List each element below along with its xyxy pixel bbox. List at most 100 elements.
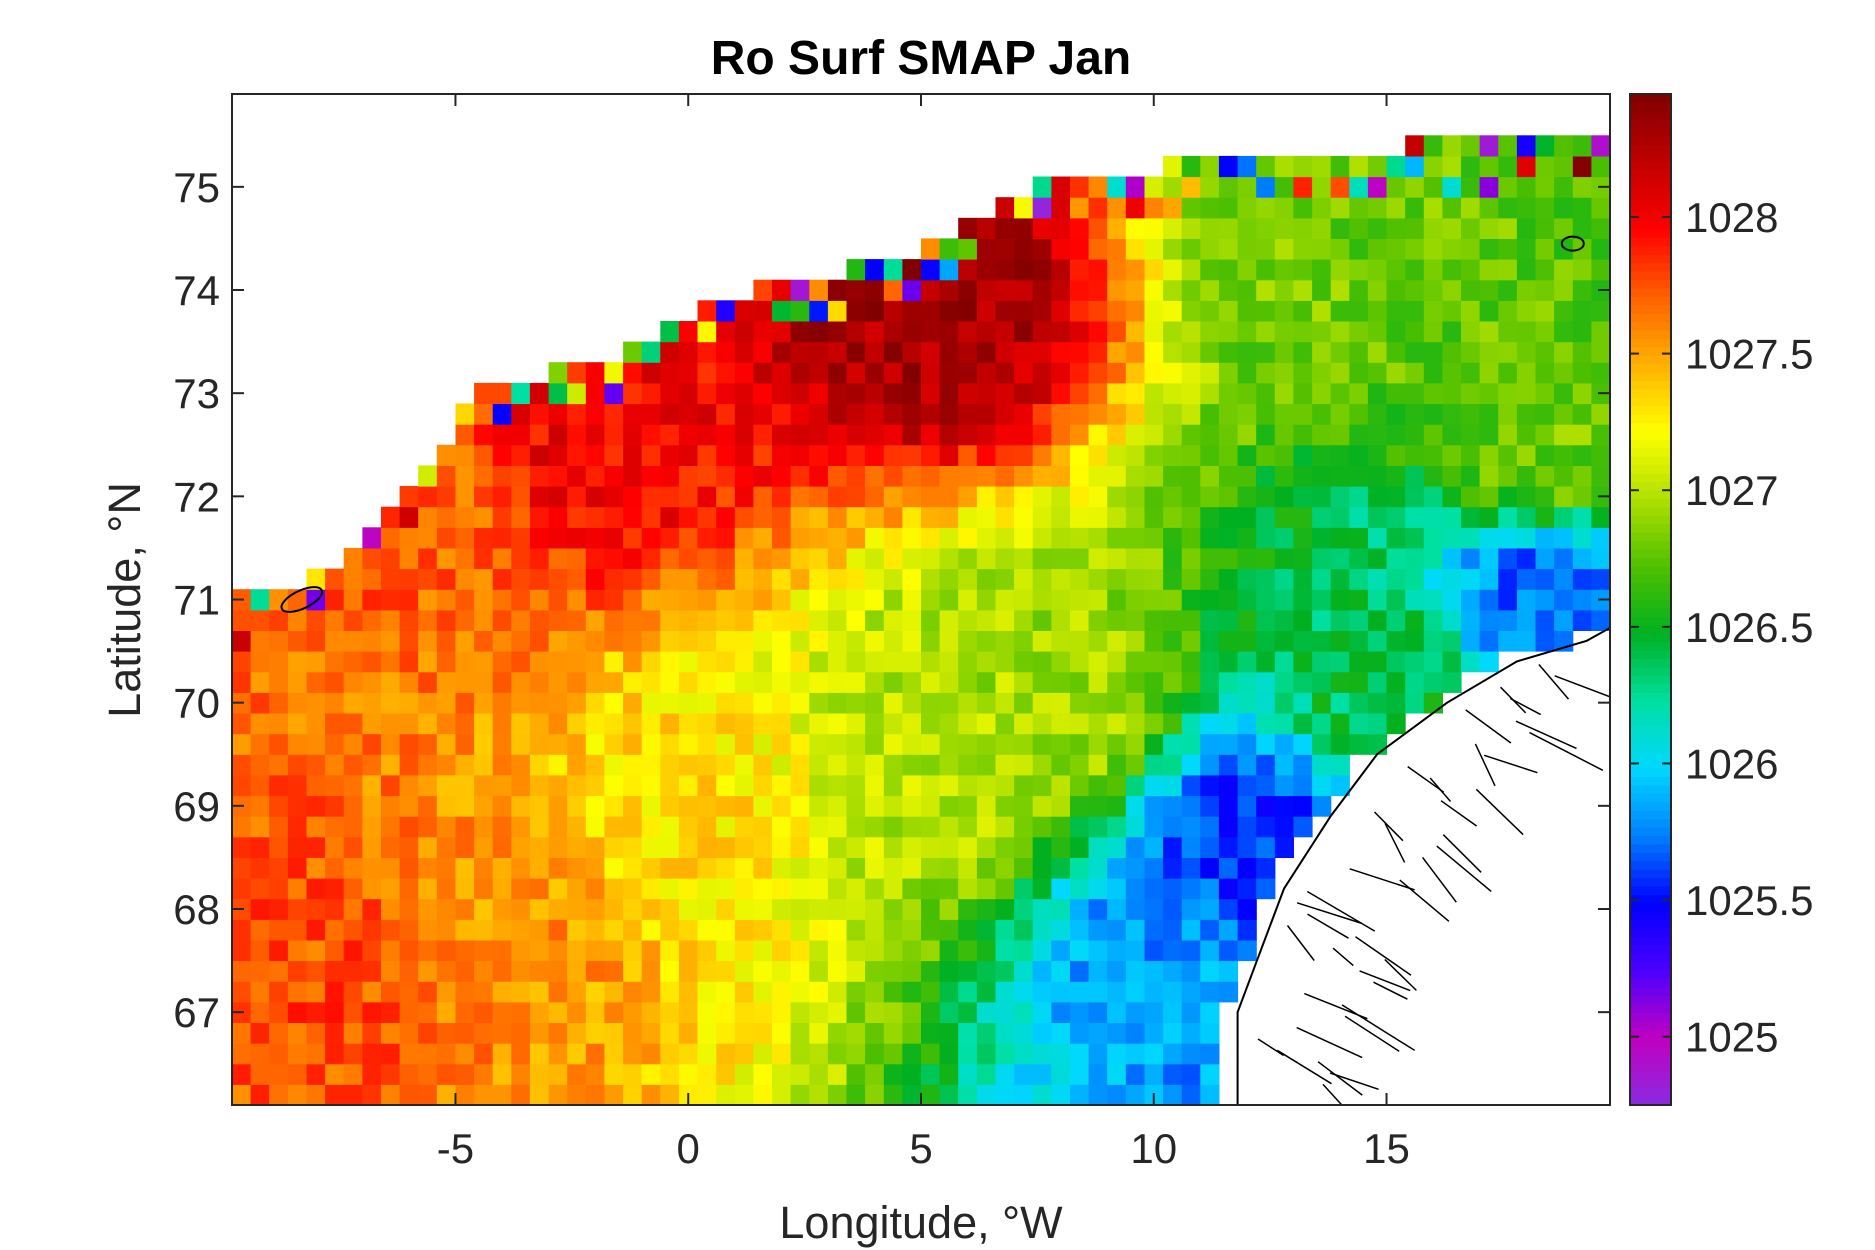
heatmap-cell — [1088, 403, 1108, 425]
heatmap-cell — [1423, 403, 1443, 425]
colorbar-segment — [1630, 388, 1671, 398]
heatmap-cell — [846, 898, 866, 920]
heatmap-cell — [1516, 486, 1537, 508]
heatmap-cell — [306, 857, 326, 879]
heatmap-cell — [306, 836, 326, 858]
heatmap-cell — [567, 1084, 587, 1105]
heatmap-cell — [976, 589, 997, 611]
heatmap-cell — [958, 836, 978, 858]
heatmap-cell — [827, 382, 848, 405]
heatmap-cell — [697, 960, 717, 982]
heatmap-cell — [418, 898, 438, 920]
heatmap-cell — [921, 836, 941, 858]
heatmap-cell — [1386, 424, 1406, 446]
heatmap-cell — [958, 547, 978, 570]
heatmap-cell — [1237, 919, 1257, 941]
heatmap-cell — [865, 382, 885, 405]
heatmap-cell — [1591, 568, 1610, 590]
heatmap-cell — [362, 774, 382, 797]
heatmap-cell — [1051, 692, 1071, 714]
heatmap-cell — [287, 919, 308, 941]
heatmap-cell — [1349, 197, 1369, 219]
heatmap-cell — [1535, 279, 1555, 301]
heatmap-cell — [474, 486, 494, 508]
heatmap-cell — [753, 1043, 773, 1065]
colorbar-segment — [1630, 355, 1671, 365]
heatmap-cell — [1032, 568, 1052, 590]
colorbar-segment — [1630, 717, 1671, 727]
heatmap-cell — [846, 1043, 866, 1065]
heatmap-cell — [1181, 774, 1201, 797]
colorbar-segment — [1630, 961, 1671, 971]
heatmap-cell — [958, 816, 978, 838]
colorbar-segment — [1630, 557, 1671, 567]
heatmap-cell — [1461, 527, 1481, 549]
heatmap-cell — [362, 713, 382, 735]
heatmap-cell — [399, 506, 419, 528]
heatmap-cell — [1107, 382, 1127, 405]
heatmap-cell — [325, 589, 345, 611]
heatmap-cell — [809, 424, 829, 446]
heatmap-cell — [1461, 651, 1481, 673]
heatmap-cell — [1181, 651, 1201, 673]
heatmap-cell — [1349, 382, 1369, 405]
heatmap-cell — [1554, 589, 1574, 611]
heatmap-cell — [623, 382, 643, 405]
heatmap-cell — [1070, 1084, 1090, 1105]
colorbar-segment — [1630, 304, 1671, 314]
heatmap-cell — [809, 444, 829, 466]
heatmap-cell — [567, 589, 587, 611]
colorbar-segment — [1630, 734, 1671, 744]
heatmap-cell — [474, 568, 494, 590]
heatmap-cell — [1237, 568, 1257, 590]
heatmap-cell — [529, 486, 550, 508]
heatmap-cell — [1442, 403, 1462, 425]
heatmap-cell — [958, 733, 978, 755]
heatmap-cell — [287, 857, 308, 879]
heatmap-cell — [995, 382, 1015, 405]
heatmap-cell — [865, 1001, 885, 1023]
fjord-line — [1509, 697, 1542, 716]
heatmap-cell — [492, 898, 512, 920]
heatmap-cell — [678, 444, 699, 466]
fjord-line — [1359, 970, 1411, 992]
heatmap-cell — [827, 403, 848, 425]
heatmap-cell — [772, 733, 792, 755]
heatmap-cell — [1461, 155, 1481, 178]
heatmap-cell — [660, 651, 680, 673]
heatmap-cell — [1256, 403, 1276, 425]
heatmap-cell — [641, 424, 661, 446]
heatmap-cell — [1554, 321, 1574, 343]
heatmap-cell — [325, 630, 345, 652]
heatmap-cell — [1330, 754, 1350, 776]
heatmap-cell — [1274, 630, 1294, 652]
heatmap-cell — [827, 486, 848, 508]
heatmap-cell — [772, 568, 792, 590]
heatmap-cell — [1479, 527, 1499, 549]
heatmap-cell — [1181, 816, 1201, 838]
heatmap-cell — [362, 836, 382, 858]
heatmap-cell — [492, 857, 512, 879]
heatmap-cell — [1442, 609, 1462, 631]
heatmap-cell — [1312, 527, 1332, 549]
heatmap-cell — [716, 547, 736, 570]
heatmap-cell — [1107, 527, 1127, 549]
heatmap-cell — [902, 960, 922, 982]
heatmap-cell — [1070, 382, 1090, 405]
heatmap-cell — [846, 321, 866, 343]
heatmap-cell — [827, 754, 848, 776]
heatmap-cell — [660, 424, 680, 446]
heatmap-cell — [1107, 568, 1127, 590]
heatmap-cell — [623, 713, 643, 735]
colorbar-segment — [1630, 498, 1671, 508]
heatmap-cell — [1181, 259, 1201, 281]
heatmap-cell — [1163, 527, 1183, 549]
heatmap-cell — [1293, 733, 1313, 755]
heatmap-cell — [1200, 878, 1220, 900]
heatmap-cell — [1051, 197, 1071, 219]
heatmap-cell — [604, 651, 624, 673]
heatmap-cell — [1293, 197, 1313, 219]
heatmap-cell — [492, 630, 512, 652]
heatmap-cell — [902, 259, 922, 281]
heatmap-cell — [1572, 217, 1592, 239]
